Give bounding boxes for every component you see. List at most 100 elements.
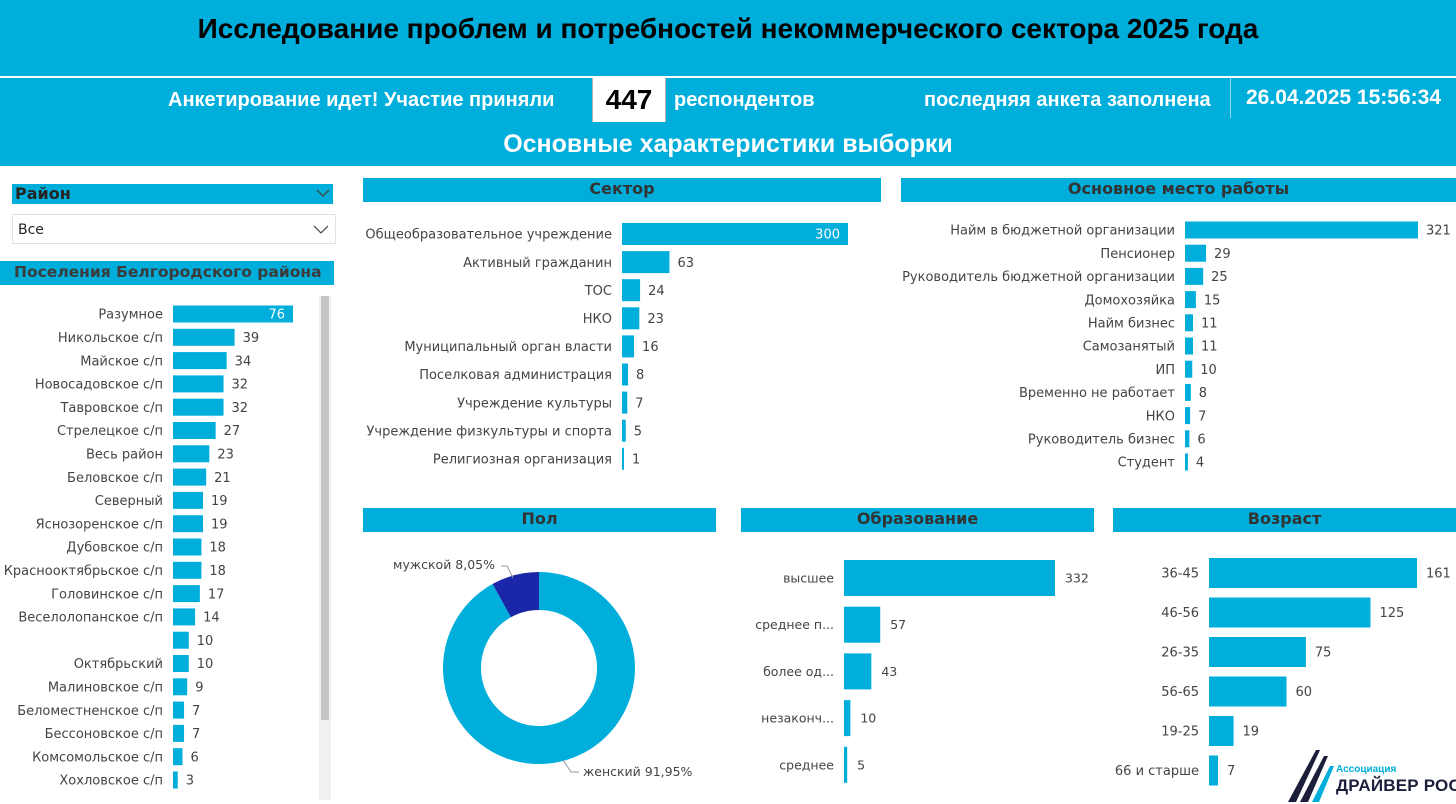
category-label: Руководитель бюджетной организации <box>902 270 1175 285</box>
bar[interactable] <box>1185 267 1204 285</box>
bar[interactable] <box>1185 360 1193 378</box>
region-dropdown[interactable]: Все <box>12 214 336 244</box>
category-label: Веселолопанское с/п <box>18 611 163 626</box>
slice-female[interactable] <box>443 572 635 764</box>
bar[interactable] <box>622 419 626 442</box>
category-label: Разумное <box>98 308 163 323</box>
bar[interactable] <box>1185 383 1191 401</box>
bar[interactable] <box>622 391 628 414</box>
logo-caption: Ассоциация <box>1336 764 1397 775</box>
bar[interactable] <box>1185 314 1193 332</box>
bar[interactable] <box>1209 716 1234 746</box>
data-label: 25 <box>1211 270 1228 285</box>
bar[interactable] <box>1209 597 1371 628</box>
bar[interactable] <box>1185 244 1207 262</box>
data-label: 57 <box>890 617 906 632</box>
region-slicer-label: Район <box>15 184 71 203</box>
age-bar-chart[interactable]: 36-45 161 46-56 125 26-35 75 56-65 60 19-25 19 66 … <box>1113 536 1456 800</box>
gender-donut-chart[interactable]: мужской 8,05% женский 91,95% <box>363 536 716 800</box>
section-subtitle: Основные характеристики выборки <box>503 130 953 158</box>
data-label: 300 <box>815 228 840 243</box>
chevron-down-icon[interactable] <box>313 223 329 237</box>
category-label: Стрелецкое с/п <box>57 424 163 439</box>
bar[interactable] <box>1209 676 1287 707</box>
bar[interactable] <box>622 223 848 245</box>
category-label: 19-25 <box>1161 725 1199 740</box>
category-label: незаконч... <box>761 711 834 726</box>
workplace-bar-chart[interactable]: Найм в бюджетной организации 321 Пенсионер… <box>901 206 1456 486</box>
category-label: среднее п... <box>755 617 834 632</box>
category-label: Октябрьский <box>74 657 163 672</box>
bar[interactable] <box>173 608 196 626</box>
bar[interactable] <box>173 724 185 742</box>
bar[interactable] <box>1209 637 1306 667</box>
bar[interactable] <box>622 251 670 274</box>
data-label: 43 <box>881 664 897 679</box>
bar[interactable] <box>173 468 207 486</box>
bar[interactable] <box>622 307 640 330</box>
category-label: Хохловское с/п <box>59 774 163 789</box>
bar[interactable] <box>173 538 202 556</box>
settlements-scroll-thumb[interactable] <box>321 296 329 720</box>
bar[interactable] <box>173 701 185 719</box>
bar[interactable] <box>844 606 881 643</box>
region-slicer-header[interactable]: Район <box>12 184 333 204</box>
data-label: 16 <box>642 340 659 355</box>
bar[interactable] <box>173 491 203 509</box>
association-logo: Ассоциация ДРАЙВЕР РОСТА <box>1286 748 1456 804</box>
bar[interactable] <box>1185 221 1418 239</box>
chevron-down-icon[interactable] <box>315 185 331 201</box>
category-label: Поселковая администрация <box>419 368 612 383</box>
bar[interactable] <box>173 375 224 393</box>
bar[interactable] <box>1209 558 1417 588</box>
page-title: Исследование проблем и потребностей неко… <box>197 13 1259 44</box>
category-label: высшее <box>783 571 834 586</box>
bar[interactable] <box>173 678 188 696</box>
category-label: Активный гражданин <box>463 256 612 271</box>
bar[interactable] <box>173 352 227 370</box>
education-bar-chart[interactable]: высшее 332 среднее п... 57 более од... 43 неза… <box>741 536 1094 800</box>
data-label: 9 <box>195 680 203 695</box>
bar[interactable] <box>622 447 624 470</box>
bar[interactable] <box>622 335 635 358</box>
category-label: Беловское с/п <box>67 471 163 486</box>
bar[interactable] <box>844 700 851 737</box>
bar[interactable] <box>622 363 629 386</box>
bar[interactable] <box>1185 291 1196 309</box>
bar[interactable] <box>173 515 203 533</box>
bar[interactable] <box>173 561 202 579</box>
bar[interactable] <box>173 771 178 789</box>
workplace-chart-title: Основное место работы <box>1067 179 1290 198</box>
bar[interactable] <box>1185 453 1188 471</box>
bar[interactable] <box>173 655 189 672</box>
bar[interactable] <box>844 746 848 783</box>
slice-male[interactable] <box>492 572 539 618</box>
sector-bar-chart[interactable]: Общеобразовательное учреждение 300 Активны… <box>363 206 883 486</box>
bar[interactable] <box>1185 430 1190 448</box>
bar[interactable] <box>622 279 641 302</box>
bar[interactable] <box>1185 337 1193 355</box>
bar[interactable] <box>1209 755 1219 786</box>
data-label: 332 <box>1065 571 1089 586</box>
bar[interactable] <box>173 748 183 766</box>
data-label: 11 <box>1201 340 1218 355</box>
bar[interactable] <box>173 585 200 603</box>
bar[interactable] <box>173 328 235 346</box>
bar[interactable] <box>844 653 872 690</box>
data-label: 34 <box>235 354 252 369</box>
data-label: 24 <box>648 284 665 299</box>
data-label: 23 <box>217 447 234 462</box>
data-label: 14 <box>203 611 220 626</box>
bar[interactable] <box>173 631 189 649</box>
bar[interactable] <box>173 422 216 439</box>
bar[interactable] <box>173 305 293 323</box>
data-label: 5 <box>857 757 865 772</box>
last-form-datetime: 26.04.2025 15:56:34 <box>1246 86 1441 109</box>
bar[interactable] <box>173 398 224 416</box>
gender-chart-header: Пол <box>363 508 716 532</box>
bar[interactable] <box>844 560 1055 596</box>
bar[interactable] <box>173 445 210 463</box>
bar[interactable] <box>1185 407 1191 425</box>
category-label: Общеобразовательное учреждение <box>365 228 612 243</box>
